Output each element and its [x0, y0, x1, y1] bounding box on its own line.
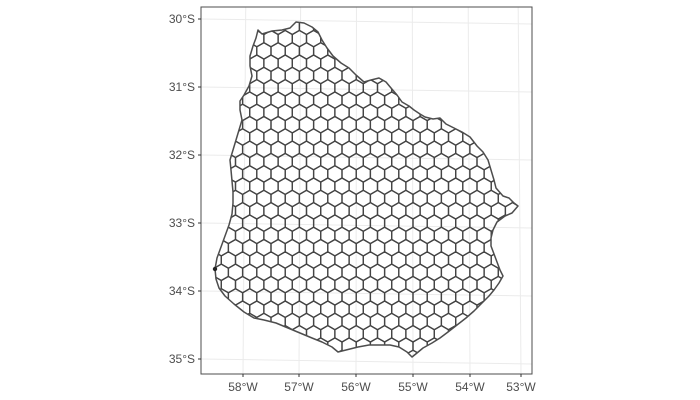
graticule — [201, 7, 532, 374]
plot-panel-border — [200, 6, 533, 375]
y-axis-tick-label: 30°S — [169, 12, 195, 26]
x-axis-tick-label: 56°W — [341, 380, 371, 394]
graticule-longitude-line — [517, 7, 522, 374]
graticule-longitude-line — [411, 7, 414, 374]
x-axis-tick-label: 54°W — [455, 380, 485, 394]
coastal-point-marker — [212, 266, 218, 272]
y-axis-tick-label: 31°S — [169, 80, 195, 94]
x-axis: 58°W 57°W 56°W 55°W 54°W 53°W — [228, 374, 536, 394]
x-axis-tick-label: 58°W — [228, 380, 258, 394]
graticule-latitude-line — [201, 18, 532, 25]
x-axis-tick-label: 57°W — [284, 380, 314, 394]
x-axis-tick-label: 55°W — [398, 380, 428, 394]
y-axis-tick-label: 35°S — [169, 352, 195, 366]
y-axis-tick-label: 32°S — [169, 148, 195, 162]
graticule-longitude-line — [242, 7, 247, 374]
country-outline — [214, 21, 519, 358]
y-axis-tick-label: 33°S — [169, 216, 195, 230]
y-axis-tick-label: 34°S — [169, 284, 195, 298]
graticule-longitude-line — [467, 7, 471, 374]
y-axis: 30°S 31°S 32°S 33°S 34°S 35°S — [169, 12, 201, 366]
graticule-longitude-line — [298, 7, 302, 374]
x-axis-tick-label: 53°W — [506, 380, 536, 394]
graticule-latitude-line — [201, 86, 532, 93]
graticule-latitude-line — [201, 358, 532, 365]
